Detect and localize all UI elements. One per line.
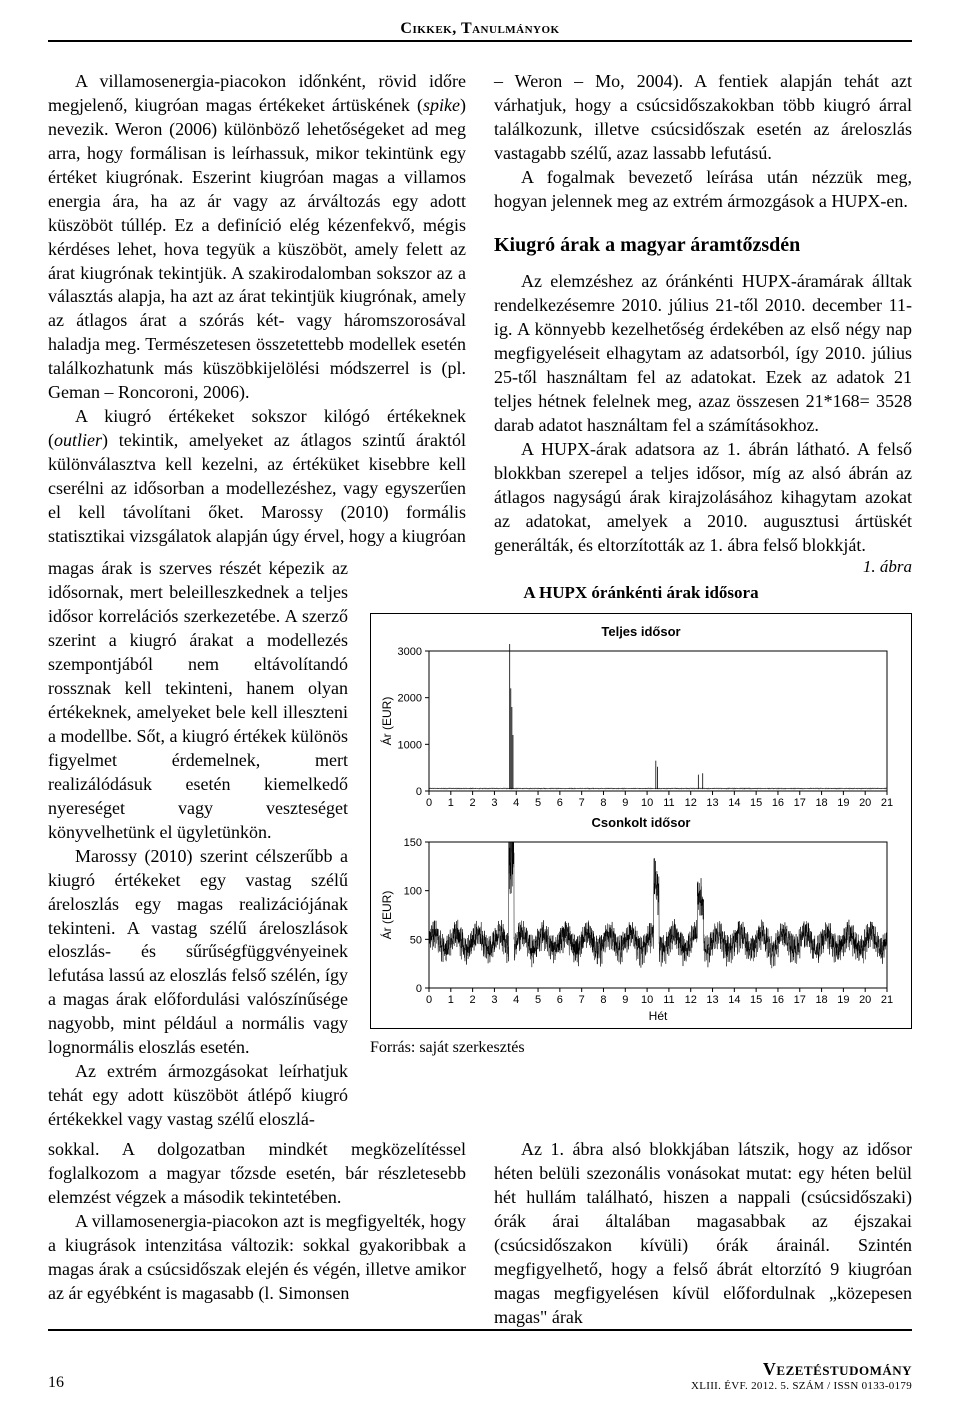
paragraph: A fogalmak bevezető leírása után nézzük … bbox=[494, 166, 912, 214]
svg-text:19: 19 bbox=[837, 797, 849, 809]
svg-text:0: 0 bbox=[416, 983, 422, 995]
paragraph: A HUPX-árak adatsora az 1. ábrán látható… bbox=[494, 438, 912, 558]
svg-text:12: 12 bbox=[685, 797, 697, 809]
chart2: 0501001500123456789101112131415161718192… bbox=[377, 834, 897, 1024]
svg-text:20: 20 bbox=[859, 797, 871, 809]
svg-text:4: 4 bbox=[513, 797, 519, 809]
svg-text:5: 5 bbox=[535, 994, 541, 1006]
footer-rule bbox=[48, 1329, 912, 1331]
figure-label: 1. ábra bbox=[370, 557, 912, 577]
lower-left-column: sokkal. A dolgozatban mindkét megközelít… bbox=[48, 1138, 466, 1330]
svg-text:150: 150 bbox=[404, 837, 422, 849]
svg-text:20: 20 bbox=[859, 994, 871, 1006]
svg-text:8: 8 bbox=[600, 994, 606, 1006]
svg-text:Ár (EUR): Ár (EUR) bbox=[379, 891, 394, 940]
svg-text:18: 18 bbox=[815, 994, 827, 1006]
running-head: Cikkek, Tanulmányok bbox=[48, 20, 912, 38]
section-title: Kiugró árak a magyar áramtőzsdén bbox=[494, 232, 912, 259]
svg-text:0: 0 bbox=[426, 797, 432, 809]
issue-info: XLIII. ÉVF. 2012. 5. SZÁM / ISSN 0133-01… bbox=[691, 1380, 912, 1392]
svg-text:15: 15 bbox=[750, 994, 762, 1006]
svg-text:21: 21 bbox=[881, 994, 893, 1006]
paragraph: sokkal. A dolgozatban mindkét megközelít… bbox=[48, 1138, 466, 1210]
upper-columns: A villamosenergia-piacokon időnként, röv… bbox=[48, 70, 912, 557]
svg-text:10: 10 bbox=[641, 797, 653, 809]
svg-text:9: 9 bbox=[622, 994, 628, 1006]
svg-text:19: 19 bbox=[837, 994, 849, 1006]
svg-text:7: 7 bbox=[579, 994, 585, 1006]
mid-left-column: magas árak is szerves részét képezik az … bbox=[48, 557, 348, 1132]
paragraph: Marossy (2010) szerint célszerűbb a kiug… bbox=[48, 845, 348, 1060]
svg-text:8: 8 bbox=[600, 797, 606, 809]
svg-text:9: 9 bbox=[622, 797, 628, 809]
chart1-title: Teljes idősor bbox=[377, 624, 905, 639]
svg-text:1000: 1000 bbox=[398, 740, 422, 752]
mid-row: magas árak is szerves részét képezik az … bbox=[48, 557, 912, 1132]
journal-name: Vezetéstudomány bbox=[691, 1359, 912, 1380]
paragraph: A villamosenergia-piacokon azt is megfig… bbox=[48, 1210, 466, 1306]
svg-text:3: 3 bbox=[491, 994, 497, 1006]
svg-text:16: 16 bbox=[772, 797, 784, 809]
svg-text:15: 15 bbox=[750, 797, 762, 809]
svg-text:5: 5 bbox=[535, 797, 541, 809]
svg-text:14: 14 bbox=[728, 797, 740, 809]
svg-text:2000: 2000 bbox=[398, 693, 422, 705]
svg-text:14: 14 bbox=[728, 994, 740, 1006]
svg-text:7: 7 bbox=[579, 797, 585, 809]
svg-text:0: 0 bbox=[416, 786, 422, 798]
svg-text:2: 2 bbox=[470, 994, 476, 1006]
svg-text:1: 1 bbox=[448, 797, 454, 809]
svg-text:21: 21 bbox=[881, 797, 893, 809]
svg-text:100: 100 bbox=[404, 886, 422, 898]
figure-block: 1. ábra A HUPX óránkénti árak idősora Te… bbox=[370, 557, 912, 1132]
svg-text:11: 11 bbox=[663, 797, 674, 809]
svg-text:Hét: Hét bbox=[649, 1009, 668, 1023]
paragraph: Az elemzéshez az óránkénti HUPX-áramárak… bbox=[494, 270, 912, 438]
paragraph: Az 1. ábra alsó blokkjában látszik, hogy… bbox=[494, 1138, 912, 1330]
top-rule bbox=[48, 40, 912, 42]
upper-left-column: A villamosenergia-piacokon időnként, röv… bbox=[48, 70, 466, 557]
figure-box: Teljes idősor 01000200030000123456789101… bbox=[370, 613, 912, 1029]
lower-columns: sokkal. A dolgozatban mindkét megközelít… bbox=[48, 1138, 912, 1330]
svg-text:2: 2 bbox=[470, 797, 476, 809]
svg-text:1: 1 bbox=[448, 994, 454, 1006]
paragraph: Az extrém ármozgásokat leírhatjuk tehát … bbox=[48, 1060, 348, 1132]
svg-text:12: 12 bbox=[685, 994, 697, 1006]
svg-text:3: 3 bbox=[491, 797, 497, 809]
lower-right-column: Az 1. ábra alsó blokkjában látszik, hogy… bbox=[494, 1138, 912, 1330]
chart1: 0100020003000012345678910111213141516171… bbox=[377, 643, 897, 813]
svg-text:10: 10 bbox=[641, 994, 653, 1006]
svg-text:16: 16 bbox=[772, 994, 784, 1006]
svg-text:3000: 3000 bbox=[398, 646, 422, 658]
svg-text:50: 50 bbox=[410, 935, 422, 947]
paragraph: A kiugró értékeket sokszor kilógó értéke… bbox=[48, 405, 466, 549]
svg-text:18: 18 bbox=[815, 797, 827, 809]
upper-right-column: – Weron – Mo, 2004). A fentiek alapján t… bbox=[494, 70, 912, 557]
page-number: 16 bbox=[48, 1374, 64, 1392]
body: A villamosenergia-piacokon időnként, röv… bbox=[48, 70, 912, 1329]
svg-text:6: 6 bbox=[557, 994, 563, 1006]
svg-text:Ár (EUR): Ár (EUR) bbox=[379, 697, 394, 746]
paragraph: A villamosenergia-piacokon időnként, röv… bbox=[48, 70, 466, 405]
footer-right: Vezetéstudomány XLIII. ÉVF. 2012. 5. SZÁ… bbox=[691, 1359, 912, 1392]
figure-title: A HUPX óránkénti árak idősora bbox=[370, 583, 912, 603]
footer: 16 Vezetéstudomány XLIII. ÉVF. 2012. 5. … bbox=[48, 1359, 912, 1392]
svg-text:13: 13 bbox=[706, 797, 718, 809]
svg-text:17: 17 bbox=[794, 797, 806, 809]
figure-source: Forrás: saját szerkesztés bbox=[370, 1039, 912, 1057]
page: Cikkek, Tanulmányok A villamosenergia-pi… bbox=[0, 0, 960, 1412]
paragraph: magas árak is szerves részét képezik az … bbox=[48, 557, 348, 844]
svg-text:13: 13 bbox=[706, 994, 718, 1006]
svg-text:6: 6 bbox=[557, 797, 563, 809]
svg-text:0: 0 bbox=[426, 994, 432, 1006]
svg-text:17: 17 bbox=[794, 994, 806, 1006]
chart2-title: Csonkolt idősor bbox=[377, 815, 905, 830]
svg-text:11: 11 bbox=[663, 994, 674, 1006]
svg-text:4: 4 bbox=[513, 994, 519, 1006]
paragraph: – Weron – Mo, 2004). A fentiek alapján t… bbox=[494, 70, 912, 166]
